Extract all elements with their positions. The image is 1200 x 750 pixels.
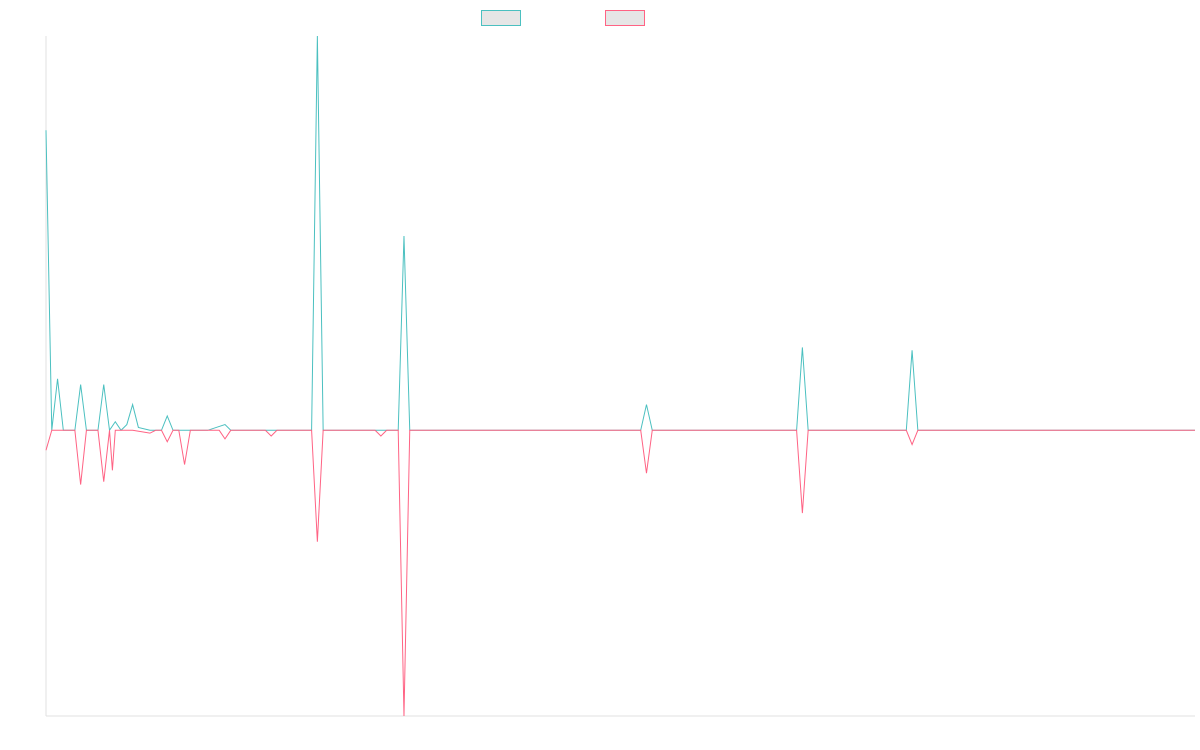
axes [45, 36, 1195, 717]
series-line-2 [45, 429, 1195, 717]
legend-swatch-1[interactable] [481, 10, 521, 26]
series-layer [45, 35, 1195, 717]
legend-swatch-2[interactable] [605, 10, 645, 26]
legend [481, 10, 645, 26]
series-line-1 [45, 35, 1195, 432]
